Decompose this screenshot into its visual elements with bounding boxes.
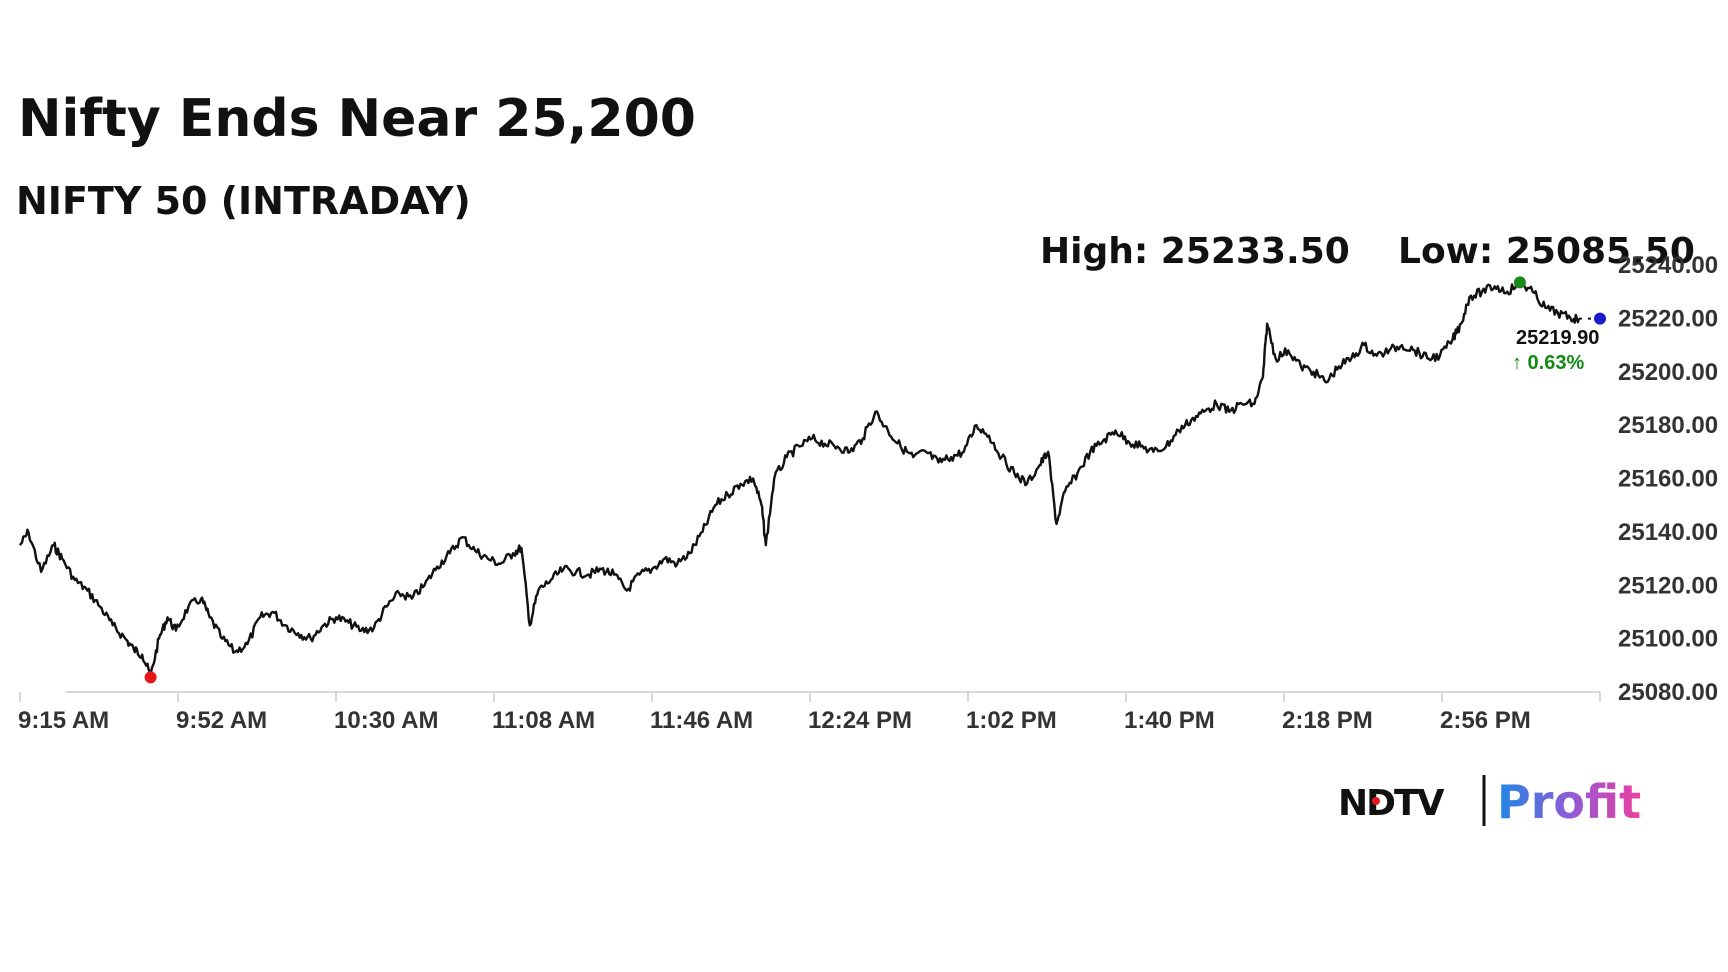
x-tick-label: 9:52 AM — [176, 707, 267, 734]
x-tick-label: 9:15 AM — [18, 707, 109, 734]
ndtv-logo-text: NDTV — [1338, 783, 1445, 824]
low-label: Low: 25085.50 — [1398, 231, 1695, 272]
page-title: Nifty Ends Near 25,200 — [18, 89, 696, 149]
x-tick-label: 1:40 PM — [1124, 707, 1215, 734]
y-tick-label: 25100.00 — [1618, 626, 1718, 653]
y-tick-label: 25240.00 — [1618, 252, 1718, 279]
y-tick-label: 25160.00 — [1618, 466, 1718, 493]
change-percent-label: ↑ 0.63% — [1512, 352, 1584, 374]
x-axis: 9:15 AM 9:52 AM 10:30 AM 11:08 AM 11:46 AM 12… — [18, 691, 1601, 734]
x-tick-label: 2:56 PM — [1440, 707, 1531, 734]
y-tick-label: 25180.00 — [1618, 412, 1718, 439]
y-tick-label: 25080.00 — [1618, 679, 1718, 706]
x-tick-label: 1:02 PM — [966, 707, 1057, 734]
y-axis: 25240.00 25220.00 25200.00 25180.00 25160.00… — [1618, 252, 1718, 706]
x-tick-label: 11:08 AM — [492, 707, 595, 734]
y-tick-label: 25120.00 — [1618, 572, 1718, 599]
y-tick-label: 25220.00 — [1618, 305, 1718, 332]
x-tick-label: 2:18 PM — [1282, 707, 1373, 734]
low-marker — [144, 671, 157, 684]
last-price-label: 25219.90 — [1516, 327, 1599, 349]
profit-logo-text: Profit — [1497, 775, 1641, 829]
x-tick-label: 10:30 AM — [334, 707, 438, 734]
ndtv-profit-logo: NDTV Profit — [1338, 775, 1641, 829]
last-price-marker — [1594, 312, 1606, 325]
y-tick-label: 25200.00 — [1618, 359, 1718, 386]
high-marker — [1513, 276, 1526, 289]
x-tick-label: 11:46 AM — [650, 707, 753, 734]
ndtv-red-dot-icon — [1372, 797, 1380, 805]
price-line — [18, 279, 1581, 678]
y-tick-label: 25140.00 — [1618, 519, 1718, 546]
x-tick-label: 12:24 PM — [808, 707, 912, 734]
high-label: High: 25233.50 — [1040, 231, 1350, 272]
chart-subtitle: NIFTY 50 (INTRADAY) — [16, 179, 471, 223]
